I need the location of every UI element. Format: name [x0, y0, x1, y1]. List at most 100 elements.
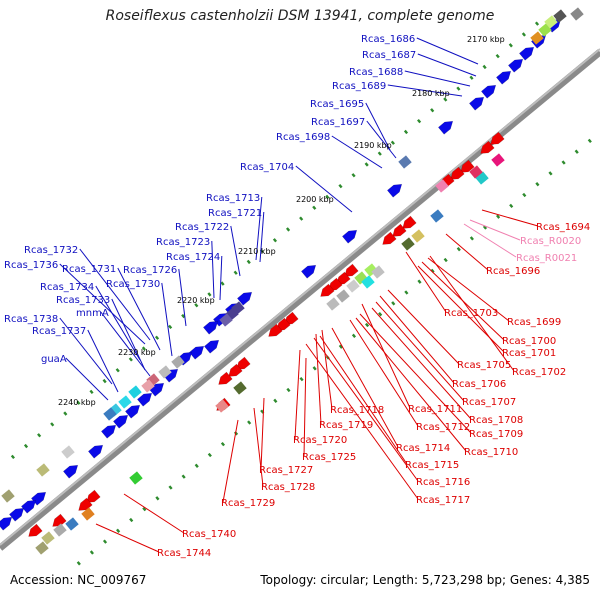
forward-gene-label: Rcas_1723 [156, 237, 210, 248]
reverse-gene-label: Rcas_1711 [408, 404, 462, 415]
tick-mark-forward [272, 238, 278, 243]
forward-gene-arrow [88, 444, 104, 459]
forward-gene-label: mnmA [76, 308, 109, 319]
tick-mark-reverse [561, 160, 566, 165]
forward-leader-line [387, 84, 463, 97]
reverse-leader-line [315, 333, 322, 425]
forward-gene-arrow [342, 229, 358, 244]
forward-leader-line [331, 135, 383, 169]
reverse-gene-arrow [344, 263, 359, 277]
tick-mark-reverse [207, 452, 212, 458]
forward-gene-box [231, 301, 245, 315]
reverse-gene-label: Rcas_1729 [221, 498, 275, 509]
reverse-leader-line [429, 255, 515, 372]
reverse-gene-arrow [218, 371, 233, 385]
forward-leader-line [295, 165, 353, 213]
forward-leader-line [259, 211, 265, 263]
forward-leader-line [365, 102, 391, 151]
reverse-gene-label: Rcas_1699 [507, 317, 561, 328]
scale-label: 2190 kbp [354, 141, 392, 150]
tick-mark-reverse [535, 182, 540, 187]
forward-leader-line [59, 317, 113, 385]
reverse-leader-line [445, 233, 489, 271]
forward-gene-label: Rcas_1713 [206, 193, 260, 204]
tick-mark-forward [89, 389, 94, 395]
tick-mark-forward [115, 368, 120, 373]
reverse-leader-line [387, 289, 460, 365]
tick-mark-reverse [482, 225, 488, 230]
tick-mark-reverse [404, 290, 409, 295]
tick-mark-reverse [338, 344, 343, 349]
tick-mark-forward [443, 97, 448, 102]
reverse-leader-line [349, 319, 419, 427]
scale-label: 2240 kbp [58, 398, 96, 407]
reverse-gene-arrow [320, 283, 335, 297]
forward-gene-arrow [237, 291, 253, 306]
forward-gene-box [171, 355, 185, 369]
tick-mark-reverse [417, 279, 422, 284]
reverse-gene-label: Rcas_1716 [416, 477, 470, 488]
tick-mark-reverse [548, 171, 553, 176]
tick-mark-reverse [116, 528, 121, 533]
forward-gene-arrow [9, 507, 25, 522]
tick-mark-reverse [194, 463, 199, 468]
tick-mark-forward [128, 357, 133, 362]
reverse-gene-box [81, 507, 95, 521]
forward-gene-arrow [113, 414, 129, 429]
forward-gene-arrow [469, 96, 485, 111]
forward-leader-line [178, 268, 187, 327]
forward-gene-label: Rcas_1733 [56, 295, 110, 306]
reverse-gene-label: Rcas_1712 [416, 422, 470, 433]
tick-mark-forward [299, 216, 304, 221]
reverse-leader-line [313, 337, 419, 482]
forward-gene-box [61, 445, 75, 459]
forward-gene-arrow [137, 392, 153, 407]
tick-mark-forward [403, 129, 409, 135]
tick-mark-reverse [587, 138, 592, 144]
reverse-gene-label: Rcas_1708 [469, 415, 523, 426]
forward-gene-arrow [301, 264, 317, 279]
reverse-gene-label: Rcas_1709 [469, 429, 523, 440]
forward-gene-label: Rcas_1695 [310, 99, 364, 110]
tick-mark-forward [377, 151, 382, 156]
forward-gene-label: Rcas_1736 [4, 260, 58, 271]
forward-gene-label: Rcas_1686 [361, 34, 415, 45]
tick-mark-forward [521, 32, 526, 37]
reverse-leader-line [305, 343, 419, 500]
reverse-leader-line [321, 329, 333, 410]
reverse-gene-label: Rcas_1705 [457, 360, 511, 371]
tick-mark-forward [495, 53, 500, 59]
tick-mark-forward [456, 86, 461, 91]
forward-gene-label: Rcas_1730 [106, 279, 160, 290]
tick-mark-forward [325, 194, 330, 200]
forward-gene-label: Rcas_1732 [24, 245, 78, 256]
scale-label: 2230 kbp [118, 348, 156, 357]
reverse-leader-line [260, 397, 265, 470]
forward-gene-box [1, 489, 15, 503]
reverse-gene-arrow [490, 131, 505, 145]
tick-mark-reverse [574, 149, 579, 154]
tick-mark-forward [194, 303, 199, 308]
reverse-gene-box [41, 531, 55, 545]
tick-mark-forward [154, 335, 160, 340]
forward-leader-line [59, 263, 146, 345]
reverse-leader-line [294, 349, 301, 440]
reverse-leader-line [359, 313, 472, 434]
reverse-leader-line [355, 317, 467, 452]
tick-mark-reverse [312, 366, 317, 371]
tick-mark-reverse [364, 322, 370, 328]
tick-mark-reverse [247, 420, 252, 425]
reverse-gene-box [215, 399, 229, 413]
reverse-gene-label: Rcas_1715 [405, 460, 459, 471]
forward-gene-arrow [481, 84, 497, 99]
reverse-gene-box [233, 381, 247, 395]
forward-leader-line [404, 70, 471, 87]
forward-gene-arrow [63, 464, 79, 479]
tick-mark-reverse [273, 398, 278, 403]
tick-mark-reverse [469, 236, 474, 241]
forward-gene-label: Rcas_1687 [362, 50, 416, 61]
scale-label: 2200 kbp [296, 195, 334, 204]
tick-mark-forward [10, 454, 15, 460]
reverse-leader-line [405, 251, 447, 313]
